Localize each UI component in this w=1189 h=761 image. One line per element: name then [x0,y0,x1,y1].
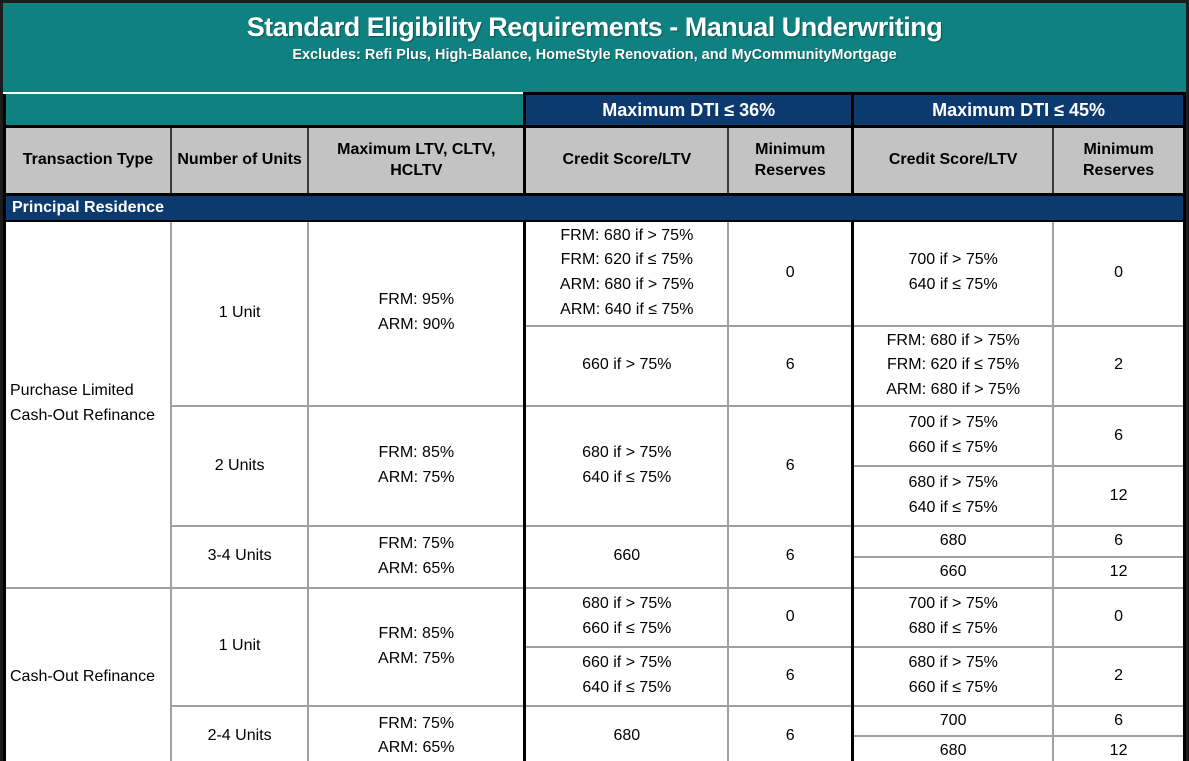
cell-reserves36-cashout-24units: 6 [727,704,854,761]
table-row: 660 12 [5,555,1186,589]
column-header-credit-score-45: Credit Score/LTV [851,125,1055,196]
cell-score45-purchase-2units-a: 700 if > 75% 660 if ≤ 75% [851,405,1055,468]
cell-score45-purchase-1unit-b: FRM: 680 if > 75% FRM: 620 if ≤ 75% ARM:… [851,324,1055,408]
cell-score36-purchase-1unit-b: 660 if > 75% [523,324,730,408]
cell-ltv-cashout-1unit: FRM: 85% ARM: 75% [307,586,526,707]
cell-reserves36-purchase-1unit-a: 0 [727,219,854,327]
cell-ltv-purchase-1unit: FRM: 95% ARM: 90% [307,219,526,408]
cell-score36-cashout-1unit-a: 680 if > 75% 660 if ≤ 75% [523,586,730,648]
cell-score45-purchase-1unit-a: 700 if > 75% 640 if ≤ 75% [851,219,1055,327]
cell-score36-purchase-1unit-a: FRM: 680 if > 75% FRM: 620 if ≤ 75% ARM:… [523,219,730,327]
cell-score36-purchase-2units: 680 if > 75% 640 if ≤ 75% [523,405,730,528]
section-row-principal-residence: Principal Residence [4,193,1185,222]
cell-transaction-purchase: Purchase Limited Cash-Out Refinance [3,219,172,589]
cell-units-cashout-1unit: 1 Unit [169,586,310,707]
cell-reserves45-purchase-2units-b: 12 [1052,465,1186,528]
cell-score45-cashout-1unit-a: 700 if > 75% 680 if ≤ 75% [851,586,1055,648]
cell-reserves45-purchase-1unit-b: 2 [1052,324,1186,408]
column-header-row: Transaction Type Number of Units Maximum… [3,125,1186,196]
cell-units-purchase-1unit: 1 Unit [169,219,310,408]
cell-reserves45-purchase-34units-b: 12 [1052,555,1186,589]
column-header-min-reserves-36: Minimum Reserves [727,125,854,196]
page-title: Standard Eligibility Requirements - Manu… [246,12,943,42]
cell-reserves36-purchase-34units: 6 [727,525,854,589]
cell-units-purchase-2units: 2 Units [169,405,310,528]
cell-units-cashout-24units: 2-4 Units [169,704,310,761]
teal-spacer [4,93,525,128]
cell-reserves45-purchase-1unit-a: 0 [1052,219,1186,327]
table-row: 680 12 [5,735,1186,761]
column-header-transaction-type: Transaction Type [3,125,172,196]
cell-reserves36-cashout-1unit-b: 6 [727,645,854,707]
table-row: 2 Units FRM: 85% ARM: 75% 680 if > 75% 6… [5,405,1186,528]
title-block: Standard Eligibility Requirements - Manu… [3,3,1186,92]
cell-reserves45-cashout-24units-b: 12 [1052,735,1186,761]
dti-group-header-row: Maximum DTI ≤ 36% Maximum DTI ≤ 45% [4,92,1186,128]
dti-36-group-header: Maximum DTI ≤ 36% [523,92,855,128]
column-header-number-of-units: Number of Units [169,125,310,196]
page-subtitle: Excludes: Refi Plus, High-Balance, HomeS… [292,47,897,63]
cell-score36-purchase-34units: 660 [523,525,730,589]
cell-score45-cashout-1unit-b: 680 if > 75% 660 if ≤ 75% [851,645,1055,707]
section-label-principal-residence: Principal Residence [4,193,1185,222]
cell-reserves36-cashout-1unit-a: 0 [727,586,854,648]
cell-transaction-cashout: Cash-Out Refinance [3,586,172,761]
cell-score45-cashout-24units-a: 700 [851,704,1055,738]
table-row: 3-4 Units FRM: 75% ARM: 65% 660 6 680 6 [5,525,1186,589]
cell-score45-purchase-34units-b: 660 [851,555,1055,589]
table-row: 2-4 Units FRM: 75% ARM: 65% 680 6 700 6 [5,704,1186,761]
cell-score45-purchase-34units-a: 680 [851,525,1055,558]
column-header-min-reserves-45: Minimum Reserves [1052,125,1186,196]
cell-score36-cashout-1unit-b: 660 if > 75% 640 if ≤ 75% [523,645,730,707]
cell-reserves36-purchase-2units: 6 [727,405,854,528]
cell-reserves36-purchase-1unit-b: 6 [727,324,854,408]
cell-score45-purchase-2units-b: 680 if > 75% 640 if ≤ 75% [851,465,1055,528]
table-row: Cash-Out Refinance 1 Unit FRM: 85% ARM: … [3,586,1186,761]
cell-score45-cashout-24units-b: 680 [851,735,1055,761]
eligibility-table: Maximum DTI ≤ 36% Maximum DTI ≤ 45% Tran… [3,92,1186,761]
table-row: 660 if > 75% 640 if ≤ 75% 6 680 if > 75%… [5,645,1186,707]
cell-reserves45-purchase-2units-a: 6 [1052,405,1186,468]
table-row: 660 if > 75% 6 FRM: 680 if > 75% FRM: 62… [5,324,1186,408]
cell-score36-cashout-24units: 680 [523,704,730,761]
table-row: 680 if > 75% 640 if ≤ 75% 12 [5,465,1186,528]
column-header-max-ltv: Maximum LTV, CLTV, HCLTV [307,125,526,196]
cell-ltv-purchase-2units: FRM: 85% ARM: 75% [307,405,526,528]
cell-units-purchase-34units: 3-4 Units [169,525,310,589]
column-header-credit-score-36: Credit Score/LTV [523,125,730,196]
cell-reserves45-cashout-1unit-b: 2 [1052,645,1186,707]
dti-45-group-header: Maximum DTI ≤ 45% [851,92,1186,128]
cell-ltv-purchase-34units: FRM: 75% ARM: 65% [307,525,526,589]
cell-ltv-cashout-24units: FRM: 75% ARM: 65% [307,704,526,761]
table-row: Purchase Limited Cash-Out Refinance 1 Un… [3,219,1186,589]
cell-reserves45-cashout-24units-a: 6 [1052,704,1186,738]
cell-reserves45-cashout-1unit-a: 0 [1052,586,1186,648]
cell-reserves45-purchase-34units-a: 6 [1052,525,1186,558]
